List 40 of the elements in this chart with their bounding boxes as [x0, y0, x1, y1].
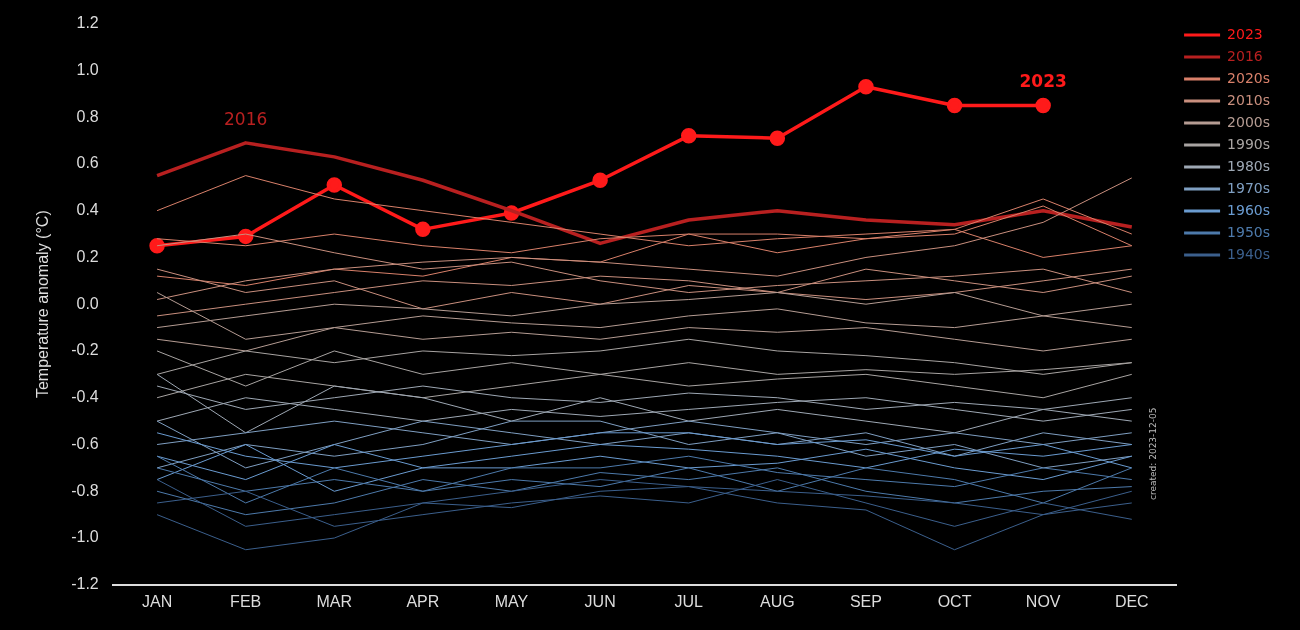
legend-label: 1950s: [1227, 223, 1271, 240]
x-tick-label: APR: [406, 592, 440, 610]
x-tick-label: MAR: [316, 592, 353, 610]
x-tick-label: FEB: [230, 592, 262, 610]
annotation: 2016: [224, 108, 268, 129]
legend-label: 1940s: [1227, 245, 1271, 262]
legend-label: 2020s: [1227, 69, 1271, 86]
x-tick-label: MAY: [494, 592, 529, 610]
y-tick-label: 0.6: [76, 154, 99, 172]
y-tick-label: -0.2: [71, 341, 99, 359]
y-tick-label: -1.2: [71, 575, 99, 593]
x-tick-label: NOV: [1025, 592, 1061, 610]
legend-label: 1970s: [1227, 179, 1271, 196]
legend-label: 2000s: [1227, 113, 1271, 130]
y-tick-label: -1.0: [71, 528, 99, 546]
y-tick-label: 0.2: [76, 247, 99, 265]
x-tick-label: JUN: [584, 592, 616, 610]
y-tick-label: 0.8: [76, 107, 99, 125]
y-tick-label: -0.8: [71, 481, 99, 499]
annotation: created: 2023-12-05: [1148, 407, 1158, 500]
legend-label: 1980s: [1227, 157, 1271, 174]
x-tick-label: DEC: [1114, 592, 1149, 610]
y-tick-label: 0.4: [76, 201, 99, 219]
x-tick-label: JAN: [141, 592, 173, 610]
y-tick-label: -0.4: [71, 388, 99, 406]
x-tick-label: OCT: [937, 592, 972, 610]
legend-label: 2010s: [1227, 91, 1271, 108]
x-tick-label: JUL: [674, 592, 704, 610]
y-tick-label: -0.6: [71, 434, 99, 452]
legend-label: 2016: [1227, 47, 1263, 64]
legend-label: 1990s: [1227, 135, 1271, 152]
y-axis-title: Temperature anomaly (°C): [34, 210, 52, 399]
legend-label: 1960s: [1227, 201, 1271, 218]
y-tick-label: 1.2: [76, 14, 99, 32]
legend-label: 2023: [1227, 25, 1263, 42]
x-tick-label: SEP: [849, 592, 882, 610]
x-tick-label: AUG: [760, 592, 795, 610]
y-tick-label: 0.0: [76, 294, 99, 312]
annotation: 2023: [1019, 71, 1067, 92]
y-tick-label: 1.0: [76, 60, 99, 78]
